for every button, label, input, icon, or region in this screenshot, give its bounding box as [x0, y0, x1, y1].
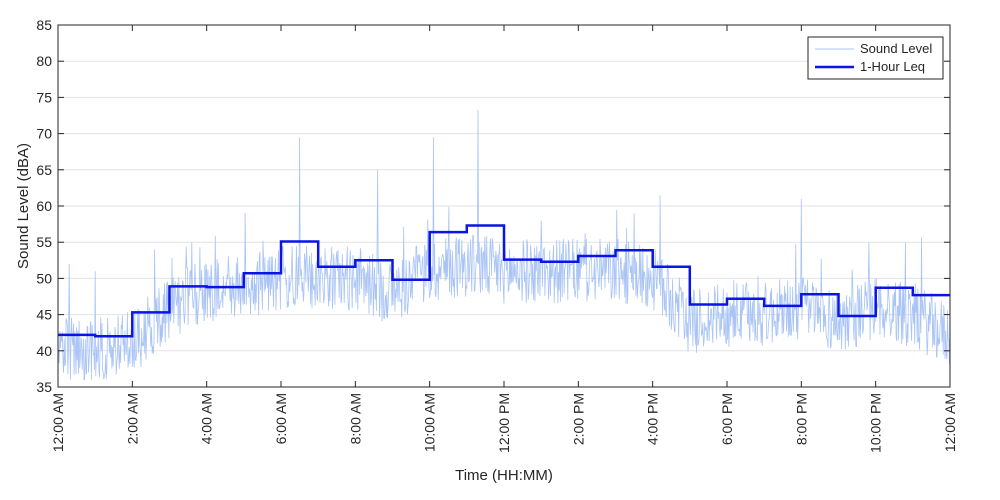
y-tick-label: 60 — [36, 198, 52, 214]
legend-box — [807, 36, 944, 80]
y-tick-label: 45 — [36, 307, 52, 323]
series-1-hour-leq — [58, 224, 950, 338]
x-tick-label: 12:00 AM — [942, 393, 958, 452]
y-tick-label: 40 — [36, 343, 52, 359]
y-tick-label: 50 — [36, 270, 52, 286]
y-axis-label: Sound Level (dBA) — [15, 143, 32, 269]
x-tick-label: 4:00 PM — [645, 393, 661, 445]
legend-entry-sound-level: Sound Level — [860, 41, 932, 56]
x-tick-label: 8:00 AM — [347, 393, 363, 444]
x-tick-label: 12:00 AM — [50, 393, 66, 452]
x-tick-label: 6:00 PM — [719, 393, 735, 445]
legend: Sound Level 1-Hour Leq — [807, 36, 944, 80]
x-axis-ticks: 12:00 AM 2:00 AM 4:00 AM 6:00 AM 8:00 AM 10:0… — [50, 25, 958, 453]
y-tick-label: 35 — [36, 379, 52, 395]
series-sound-level — [57, 109, 951, 381]
x-tick-label: 10:00 AM — [422, 393, 438, 452]
x-tick-label: 12:00 PM — [496, 393, 512, 453]
legend-entry-1-hour-leq: 1-Hour Leq — [860, 59, 925, 74]
x-tick-label: 4:00 AM — [199, 393, 215, 444]
y-tick-label: 65 — [36, 162, 52, 178]
x-tick-label: 10:00 PM — [868, 393, 884, 453]
leq-step-line — [58, 224, 950, 338]
y-tick-label: 80 — [36, 53, 52, 69]
y-tick-label: 70 — [36, 126, 52, 142]
x-tick-label: 8:00 PM — [793, 393, 809, 445]
y-tick-label: 55 — [36, 234, 52, 250]
y-axis-ticks: 35 40 45 50 55 60 65 70 75 80 85 — [36, 17, 950, 395]
y-tick-label: 75 — [36, 89, 52, 105]
x-tick-label: 6:00 AM — [273, 393, 289, 444]
y-tick-label: 85 — [36, 17, 52, 33]
x-tick-label: 2:00 AM — [124, 393, 140, 444]
x-axis-label: Time (HH:MM) — [455, 467, 553, 484]
sound-level-line — [57, 109, 951, 381]
x-tick-label: 2:00 PM — [570, 393, 586, 445]
